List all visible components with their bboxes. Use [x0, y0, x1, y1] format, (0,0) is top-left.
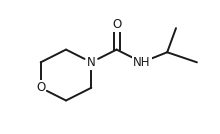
Text: O: O — [36, 81, 45, 94]
Text: NH: NH — [133, 56, 151, 69]
Text: N: N — [87, 56, 96, 69]
Text: O: O — [112, 18, 121, 31]
